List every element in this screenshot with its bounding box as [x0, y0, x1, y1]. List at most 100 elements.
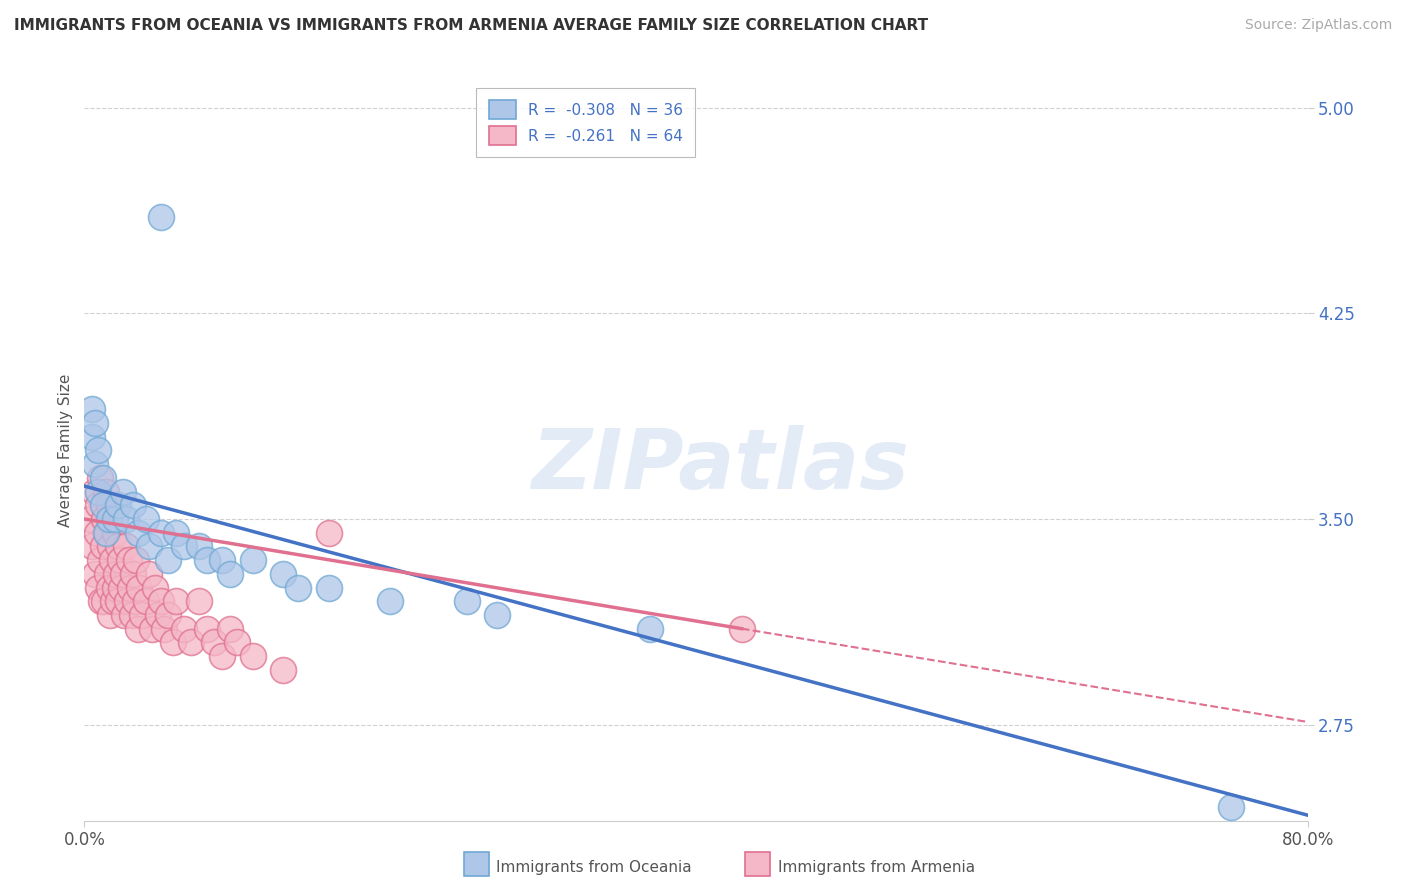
Point — [107, 498, 129, 512]
Point — [87, 443, 110, 458]
Point — [107, 594, 129, 608]
Point — [127, 622, 149, 636]
Point — [165, 594, 187, 608]
Point — [91, 498, 114, 512]
Point — [79, 512, 101, 526]
Point — [202, 635, 225, 649]
Point — [188, 594, 211, 608]
Point — [149, 211, 172, 225]
Point — [105, 566, 128, 581]
Point — [94, 525, 117, 540]
Point — [118, 553, 141, 567]
Point — [80, 540, 103, 554]
Point — [93, 512, 115, 526]
Point — [138, 540, 160, 554]
Point — [97, 512, 120, 526]
Point — [91, 540, 114, 554]
Point — [87, 581, 110, 595]
Point — [486, 607, 509, 622]
Point — [180, 635, 202, 649]
Point — [157, 553, 180, 567]
Point — [91, 471, 114, 485]
Point — [94, 484, 117, 499]
Point — [218, 622, 240, 636]
Point — [138, 566, 160, 581]
Point — [124, 594, 146, 608]
Text: IMMIGRANTS FROM OCEANIA VS IMMIGRANTS FROM ARMENIA AVERAGE FAMILY SIZE CORRELATI: IMMIGRANTS FROM OCEANIA VS IMMIGRANTS FR… — [14, 18, 928, 33]
Point — [731, 622, 754, 636]
Point — [80, 402, 103, 417]
Point — [104, 525, 127, 540]
Point — [80, 430, 103, 444]
Point — [141, 622, 163, 636]
Point — [111, 566, 134, 581]
Point — [96, 566, 118, 581]
Text: ZIPatlas: ZIPatlas — [531, 425, 910, 506]
Point — [104, 581, 127, 595]
Point — [122, 566, 145, 581]
Text: Immigrants from Armenia: Immigrants from Armenia — [778, 860, 974, 874]
Point — [380, 594, 402, 608]
Text: Source: ZipAtlas.com: Source: ZipAtlas.com — [1244, 18, 1392, 32]
Point — [218, 566, 240, 581]
Point — [89, 553, 111, 567]
Point — [195, 622, 218, 636]
Point — [89, 471, 111, 485]
Point — [98, 540, 121, 554]
Point — [135, 594, 157, 608]
Point — [188, 540, 211, 554]
Point — [84, 566, 107, 581]
Point — [143, 581, 166, 595]
Point — [96, 525, 118, 540]
Point — [120, 581, 142, 595]
Point — [112, 607, 135, 622]
Point — [84, 457, 107, 471]
Point — [173, 622, 195, 636]
Point — [165, 525, 187, 540]
Point — [242, 649, 264, 664]
Point — [271, 566, 294, 581]
Point — [104, 512, 127, 526]
Point — [211, 553, 233, 567]
Point — [103, 594, 125, 608]
Point — [111, 484, 134, 499]
Point — [115, 594, 138, 608]
Point — [157, 607, 180, 622]
Point — [97, 498, 120, 512]
Point — [97, 581, 120, 595]
Point — [101, 553, 124, 567]
Point — [110, 581, 132, 595]
Point — [121, 607, 143, 622]
Point — [127, 525, 149, 540]
Point — [1220, 800, 1243, 814]
Point — [242, 553, 264, 567]
Point — [83, 484, 105, 499]
Point — [271, 663, 294, 677]
Point — [128, 581, 150, 595]
Point — [87, 498, 110, 512]
Point — [86, 525, 108, 540]
Point — [211, 649, 233, 664]
Point — [87, 484, 110, 499]
Point — [146, 607, 169, 622]
Point — [287, 581, 309, 595]
Point — [456, 594, 478, 608]
Point — [114, 512, 136, 526]
Point — [84, 416, 107, 430]
Point — [135, 512, 157, 526]
Point — [90, 594, 112, 608]
Point — [98, 607, 121, 622]
Point — [131, 607, 153, 622]
Point — [114, 540, 136, 554]
Point — [107, 540, 129, 554]
Point — [93, 594, 115, 608]
Point — [226, 635, 249, 649]
Point — [638, 622, 661, 636]
Point — [122, 498, 145, 512]
Point — [125, 553, 148, 567]
Point — [149, 594, 172, 608]
Point — [162, 635, 184, 649]
Point — [318, 581, 340, 595]
Point — [173, 540, 195, 554]
Point — [108, 553, 131, 567]
